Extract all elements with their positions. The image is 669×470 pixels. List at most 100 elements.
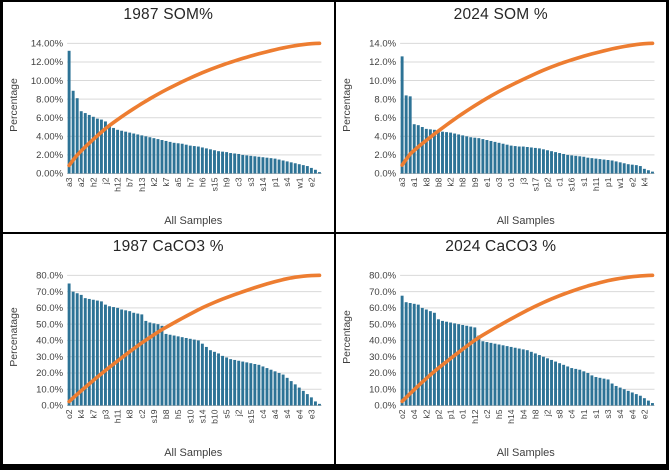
bar [71,291,75,406]
bar [79,294,83,406]
svg-text:k4: k4 [639,177,649,186]
bar [614,161,618,174]
svg-text:b10: b10 [210,409,220,424]
bar [180,143,184,174]
bar [140,135,144,174]
svg-text:j2: j2 [542,409,552,417]
bar [297,387,301,406]
svg-text:80.0%: 80.0% [369,271,396,282]
bar [128,311,132,406]
svg-text:s4: s4 [615,409,625,418]
chart-title: 1987 CaCO3 % [112,238,224,255]
svg-text:k2: k2 [149,177,159,186]
bar [285,377,289,406]
chart-1987-som: 1987 SOM% Percentage 0.00% 2.00% 4.00% 6.00… [3,2,334,232]
bar [493,343,496,406]
bar [200,147,204,174]
svg-text:o1: o1 [457,409,467,419]
bar [213,351,216,406]
bar [273,158,277,174]
bar [160,325,164,406]
bar [452,133,456,174]
svg-text:w1: w1 [615,177,625,189]
x-axis-title: All Samples [496,447,555,459]
svg-text:s3: s3 [603,409,613,418]
bar [614,385,618,406]
bar [622,163,626,174]
y-axis-title: Percenatage [8,307,20,367]
svg-text:a3: a3 [397,177,407,187]
x-tick-labels: a3 a2 h2 j2 h12 b7 h13 k2 k7 a5 h7 h6 s15 h9 c3 s3 s14 p1… [64,177,316,192]
bar [156,139,160,174]
bar [569,368,573,406]
bar [561,364,565,406]
bar [468,137,472,174]
bar [297,164,301,174]
y-tick-labels: 0.0% 2.0% 4.0% 6.0% 8.0% 10.0% 12.0% 14.0% [369,39,396,180]
bar [305,394,309,406]
bar [104,304,107,406]
bar [585,372,589,406]
svg-text:s14: s14 [197,409,207,423]
y-tick-labels: 0.0% 10.0% 20.0% 30.0% 40.0% 50.0% 60.0% 70.0% 8… [36,271,63,412]
bar [144,320,148,406]
svg-text:0.0%: 0.0% [41,401,63,412]
bar [313,169,317,174]
bar [630,164,634,174]
svg-text:h12: h12 [113,177,123,192]
bar [293,163,297,174]
svg-text:k2: k2 [445,177,455,186]
svg-text:60.0%: 60.0% [36,303,63,314]
bar [400,295,404,406]
bar [87,298,91,406]
bar [484,140,488,174]
svg-text:s1: s1 [578,177,588,186]
bar [249,155,253,174]
svg-text:c2: c2 [137,409,147,418]
svg-text:h8: h8 [457,177,467,187]
svg-text:h14: h14 [506,409,516,424]
bar [176,143,180,174]
bar [497,344,500,406]
svg-text:s4: s4 [282,177,292,186]
bar [593,377,597,406]
bar [428,129,432,174]
bar [75,98,79,174]
bar [460,135,464,174]
bar [293,384,297,406]
svg-text:b9: b9 [469,177,479,187]
bar [598,159,601,174]
svg-text:h2: h2 [88,177,98,187]
svg-text:s10: s10 [185,409,195,423]
chart-1987-caco3: 1987 CaCO3 % Percenatage 0.0% 10.0% 20.0% 3… [3,234,334,464]
bar [488,140,492,174]
svg-text:30.0%: 30.0% [369,352,396,363]
bar [484,342,488,406]
bar [472,327,476,406]
bar [412,303,416,406]
bar [573,155,577,174]
svg-text:14.00%: 14.00% [31,39,64,50]
svg-text:a1: a1 [409,177,419,187]
bars [67,50,321,174]
bar [217,353,220,406]
bar [233,359,237,406]
bar [124,310,128,406]
svg-text:s15: s15 [210,177,220,191]
bar [257,156,261,174]
bar [132,312,136,406]
svg-text:o4: o4 [409,409,419,419]
bar [269,369,273,406]
svg-text:k8: k8 [421,177,431,186]
bar [136,313,140,406]
bar [213,150,216,174]
svg-text:0.00%: 0.00% [36,169,63,180]
bar [557,153,561,174]
bar [83,113,87,174]
bar [261,366,265,406]
bar [593,158,597,174]
bar [281,374,285,406]
svg-text:p1: p1 [445,409,455,419]
svg-text:80.0%: 80.0% [36,271,63,282]
